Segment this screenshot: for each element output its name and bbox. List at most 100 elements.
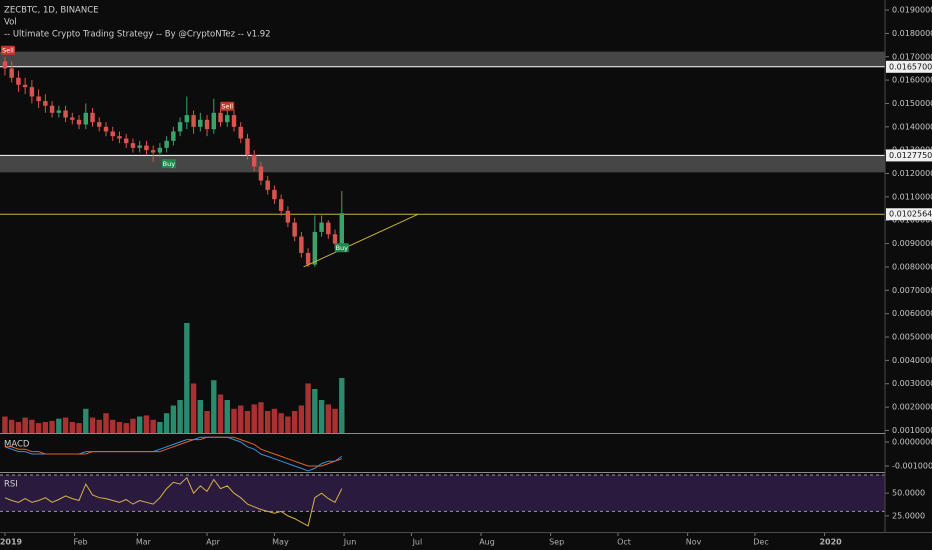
volume-bar bbox=[264, 411, 271, 433]
volume-bar bbox=[123, 423, 129, 433]
volume-bar bbox=[15, 422, 22, 433]
volume-bar bbox=[22, 417, 28, 433]
candle-body bbox=[157, 147, 163, 153]
level-price-box bbox=[886, 208, 932, 221]
y-tick-label: 0.01400000 bbox=[892, 122, 932, 131]
volume-bar bbox=[211, 380, 217, 433]
y-tick-label: 0.00700000 bbox=[892, 286, 932, 295]
y-tick-label: 0.01600000 bbox=[892, 76, 932, 85]
candle-body bbox=[238, 126, 243, 139]
candle-body bbox=[211, 112, 217, 130]
rsi-band bbox=[0, 475, 885, 512]
y-tick-label: 0.00100000 bbox=[892, 426, 932, 435]
signal-label: Sell bbox=[2, 47, 14, 55]
x-tick-label: Jun bbox=[343, 538, 357, 547]
macd-label: MACD bbox=[4, 440, 30, 450]
volume-label: Vol bbox=[4, 18, 17, 28]
volume-bar bbox=[291, 411, 298, 433]
rsi-tick-label: 50.0000 bbox=[892, 489, 925, 498]
y-tick-label: 0.01500000 bbox=[892, 99, 932, 108]
candle-body bbox=[326, 222, 331, 235]
candle-body bbox=[9, 68, 14, 78]
candle-body bbox=[49, 105, 55, 113]
x-tick-label: Dec bbox=[753, 538, 768, 547]
x-tick-label: May bbox=[272, 538, 289, 547]
volume-bar bbox=[96, 419, 102, 433]
volume-bar bbox=[312, 389, 318, 433]
x-tick-label: Nov bbox=[686, 538, 702, 547]
candle-body bbox=[76, 119, 82, 125]
candle-body bbox=[56, 110, 62, 113]
volume-bar bbox=[177, 400, 183, 433]
candle-body bbox=[292, 222, 297, 237]
macd-line bbox=[4, 436, 342, 467]
volume-bar bbox=[325, 404, 332, 433]
candle-body bbox=[171, 131, 176, 141]
volume-bar bbox=[278, 413, 284, 433]
zone bbox=[0, 155, 885, 173]
candle-body bbox=[198, 119, 203, 127]
volume-bar bbox=[332, 408, 338, 433]
candle-body bbox=[90, 112, 95, 123]
candle-body bbox=[285, 210, 291, 223]
rsi-label: RSI bbox=[4, 480, 18, 490]
volume-bar bbox=[231, 408, 237, 433]
zone bbox=[0, 51, 885, 67]
volume-bar bbox=[244, 411, 251, 433]
x-tick-label: 2020 bbox=[819, 538, 842, 547]
volume-bar bbox=[110, 419, 116, 433]
candle-body bbox=[29, 87, 35, 97]
candle-body bbox=[137, 145, 142, 148]
x-tick-label: Jul bbox=[412, 538, 423, 547]
y-tick-label: 0.00200000 bbox=[892, 403, 932, 412]
volume-bar bbox=[116, 422, 123, 433]
candle-body bbox=[2, 61, 8, 69]
signal-marker bbox=[334, 243, 349, 253]
candle-body bbox=[319, 222, 324, 232]
volume-bar bbox=[190, 383, 197, 433]
candle-body bbox=[117, 136, 122, 139]
x-tick-label: 2019 bbox=[0, 538, 23, 547]
candle-body bbox=[265, 180, 270, 190]
candle-body bbox=[339, 213, 345, 244]
candle-body bbox=[225, 115, 230, 123]
candle-body bbox=[144, 145, 149, 151]
x-tick-label: Apr bbox=[206, 538, 221, 547]
candle-body bbox=[272, 189, 277, 200]
candle-body bbox=[312, 231, 318, 265]
candle-body bbox=[97, 122, 102, 127]
signal-label: Sell bbox=[221, 103, 233, 111]
candle-body bbox=[278, 199, 284, 211]
x-tick-label: Mar bbox=[136, 538, 152, 547]
level-price-box bbox=[886, 60, 932, 73]
volume-bar bbox=[258, 402, 264, 433]
candle-body bbox=[218, 112, 223, 123]
volume-bar bbox=[318, 400, 325, 433]
y-tick-label: 0.00300000 bbox=[892, 379, 932, 388]
volume-bar bbox=[143, 415, 150, 433]
volume-bar bbox=[103, 413, 109, 433]
candle-body bbox=[70, 117, 75, 120]
volume-bar bbox=[8, 419, 15, 433]
macd-tick-label: -0.00100000 bbox=[892, 462, 932, 471]
volume-bar bbox=[251, 404, 257, 433]
candle-body bbox=[16, 77, 21, 85]
volume-bar bbox=[271, 408, 278, 433]
candle-body bbox=[123, 138, 129, 144]
candle-body bbox=[83, 112, 89, 125]
y-tick-label: 0.00400000 bbox=[892, 356, 932, 365]
volume-bar bbox=[42, 422, 49, 433]
signal-marker bbox=[161, 159, 176, 169]
candle-body bbox=[191, 115, 196, 127]
candle-body bbox=[258, 166, 264, 181]
volume-bar bbox=[76, 423, 82, 433]
signal-label: Buy bbox=[163, 160, 176, 168]
volume-bar bbox=[56, 418, 62, 433]
candle-body bbox=[22, 84, 28, 88]
trendline bbox=[303, 213, 419, 268]
candle-body bbox=[251, 154, 257, 167]
